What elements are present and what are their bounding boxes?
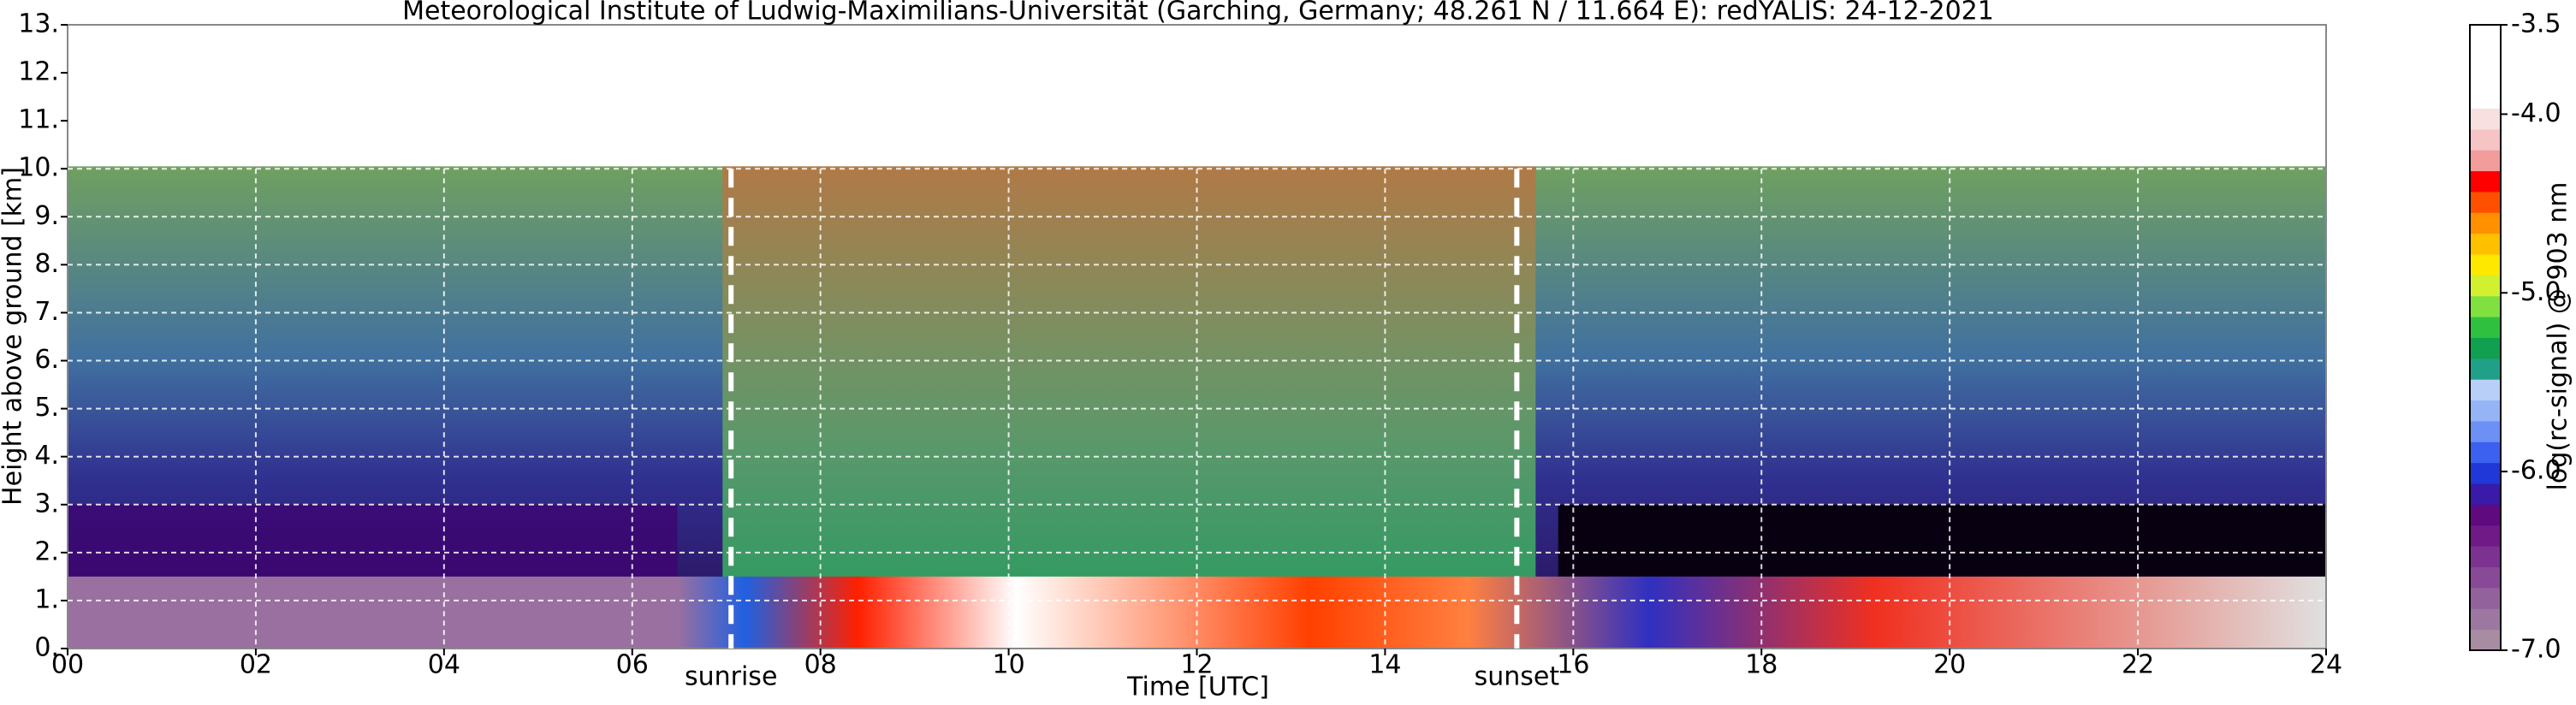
- colorbar-tick-label: -4.0: [2511, 98, 2561, 128]
- y-tick-label: 12.: [18, 57, 59, 87]
- x-tick-label: 18: [1745, 650, 1778, 680]
- annotation-label: sunset: [1475, 662, 1560, 692]
- y-axis-label: Height above ground [km]: [0, 167, 28, 506]
- colorbar-swatch: [2470, 254, 2501, 275]
- colorbar-swatch: [2470, 45, 2501, 68]
- colorbar-swatch: [2470, 566, 2501, 589]
- colorbar-swatch: [2470, 400, 2501, 422]
- y-tick-label: 8.: [34, 249, 59, 279]
- signal-day: [722, 166, 1536, 649]
- colorbar-swatch: [2470, 587, 2501, 609]
- x-tick-label: 10: [992, 650, 1024, 680]
- signal-night-low: [1558, 504, 2326, 577]
- x-tick-label: 22: [2122, 650, 2154, 680]
- y-tick-label: 3.: [34, 489, 59, 518]
- colorbar-swatch: [2470, 379, 2501, 401]
- x-tick-label: 14: [1368, 650, 1401, 680]
- colorbar-tick-label: -5.0: [2511, 277, 2561, 307]
- colorbar-swatch: [2470, 128, 2501, 151]
- x-tick-label: 08: [804, 650, 837, 680]
- y-tick-label: 2.: [34, 536, 59, 566]
- y-tick-label: 7.: [34, 297, 59, 327]
- colorbar-swatch: [2470, 66, 2501, 88]
- colorbar-swatch: [2470, 233, 2501, 255]
- colorbar-swatch: [2470, 337, 2501, 359]
- y-tick-label: 9.: [34, 201, 59, 231]
- x-tick-label: 12: [1180, 650, 1213, 680]
- x-tick-label: 02: [240, 650, 272, 680]
- colorbar-tick-label: -3.5: [2511, 9, 2561, 39]
- colorbar-swatch: [2470, 629, 2501, 651]
- colorbar-swatch: [2470, 462, 2501, 484]
- x-tick-label: 06: [616, 650, 649, 680]
- colorbar-swatch: [2470, 191, 2501, 213]
- colorbar-swatch: [2470, 608, 2501, 631]
- y-tick-label: 1.: [34, 584, 59, 614]
- y-tick-label: 6.: [34, 345, 59, 375]
- y-tick-label: 4.: [34, 441, 59, 471]
- x-axis-label: Time [UTC]: [1126, 672, 1269, 702]
- colorbar-swatch: [2470, 150, 2501, 172]
- colorbar-swatch: [2470, 483, 2501, 505]
- colorbar-swatch: [2470, 170, 2501, 193]
- colorbar-swatch: [2470, 275, 2501, 297]
- x-tick-label: 24: [2310, 650, 2342, 680]
- colorbar-swatch: [2470, 420, 2501, 442]
- colorbar-swatch: [2470, 108, 2501, 130]
- colorbar-swatch: [2470, 441, 2501, 464]
- colorbar-tick-label: -6.0: [2511, 456, 2561, 486]
- annotation-label: sunrise: [685, 662, 777, 692]
- y-tick-label: 10.: [18, 153, 59, 183]
- colorbar-swatch: [2470, 546, 2501, 568]
- colorbar-swatch: [2470, 358, 2501, 380]
- colorbar-swatch: [2470, 87, 2501, 109]
- x-tick-label: 04: [428, 650, 460, 680]
- colorbar-tick-label: -7.0: [2511, 635, 2561, 665]
- x-tick-label: 20: [1933, 650, 1966, 680]
- y-tick-label: 13.: [18, 9, 59, 39]
- colorbar-swatch: [2470, 212, 2501, 234]
- colorbar-label: log(rc-signal) @ 903 nm: [2543, 182, 2573, 491]
- colorbar-swatch: [2470, 524, 2501, 547]
- y-tick-label: 5.: [34, 393, 59, 423]
- x-tick-label: 16: [1557, 650, 1589, 680]
- colorbar-frame: [2469, 24, 2502, 651]
- colorbar-swatch: [2470, 25, 2501, 46]
- y-tick-label: 11.: [18, 105, 59, 135]
- colorbar-swatch: [2470, 504, 2501, 526]
- colorbar-swatch: [2470, 295, 2501, 317]
- y-tick-label: 0.: [34, 633, 59, 663]
- chart-title: Meteorological Institute of Ludwig-Maxim…: [402, 0, 1994, 27]
- x-tick-label: 00: [51, 650, 84, 680]
- colorbar-swatch: [2470, 317, 2501, 338]
